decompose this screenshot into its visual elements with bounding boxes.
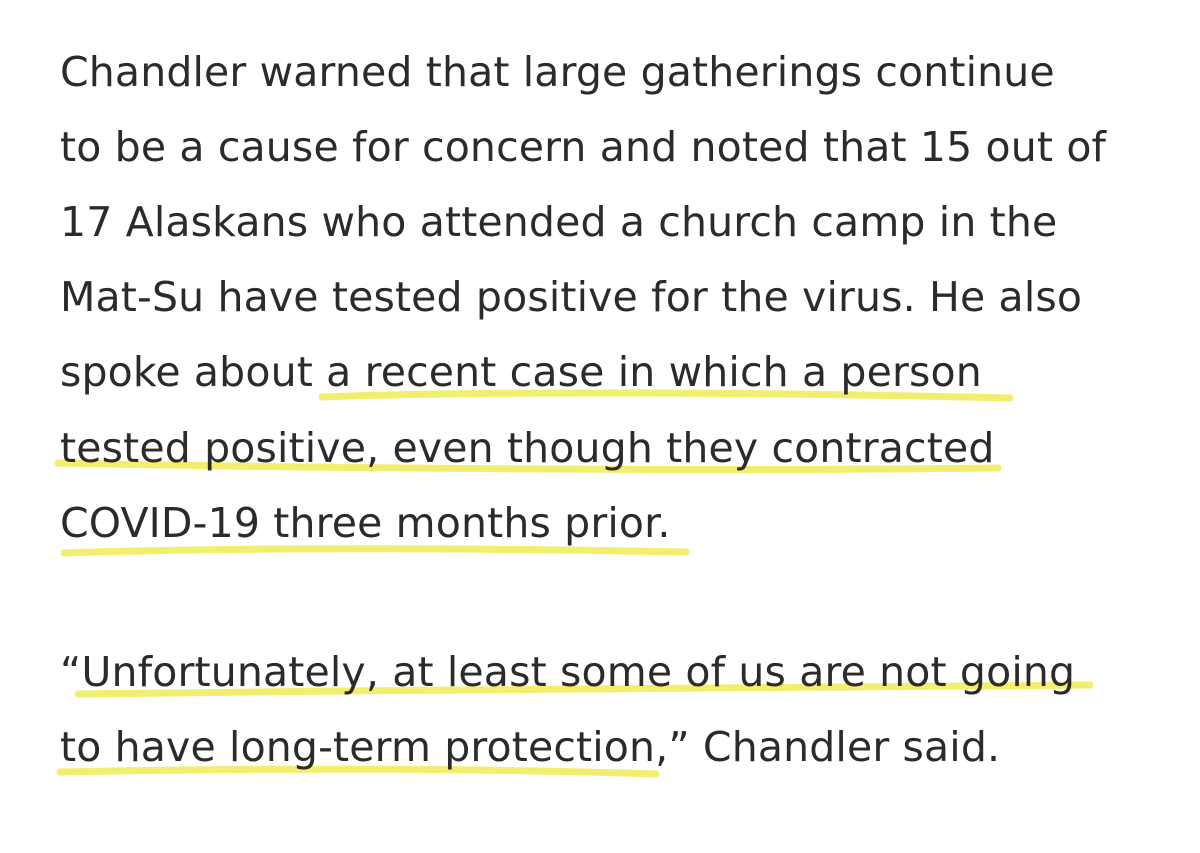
text-line: 17 Alaskans who attended a church camp i… (60, 198, 1058, 246)
highlight-underline (60, 545, 690, 557)
text-line: tested positive, even though they contra… (60, 424, 995, 472)
text-line: Mat-Su have tested positive for the viru… (60, 273, 1083, 321)
text-line: COVID-19 three months prior. (60, 499, 671, 547)
text-line: to be a cause for concern and noted that… (60, 123, 1107, 171)
quote-line: “Unfortunately, at least some of us are … (60, 648, 1076, 696)
text-line: spoke about a recent case in which a per… (60, 348, 982, 396)
text-line: Chandler warned that large gatherings co… (60, 48, 1055, 96)
quote-line: to have long-term protection,” Chandler … (60, 723, 1001, 771)
